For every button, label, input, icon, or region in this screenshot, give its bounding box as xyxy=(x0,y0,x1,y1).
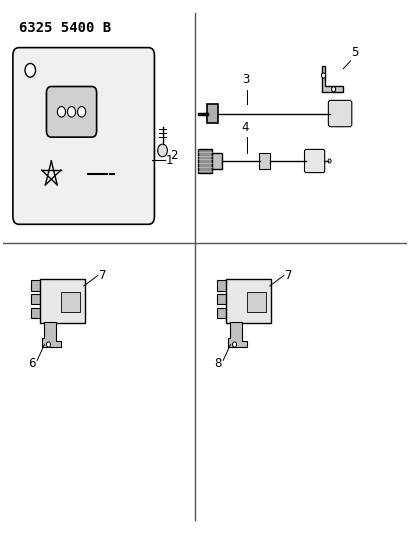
Polygon shape xyxy=(211,152,222,169)
FancyBboxPatch shape xyxy=(46,86,97,137)
Circle shape xyxy=(331,87,335,92)
Polygon shape xyxy=(207,104,218,123)
Text: 2: 2 xyxy=(169,149,177,162)
FancyBboxPatch shape xyxy=(217,280,227,291)
Polygon shape xyxy=(321,66,342,92)
FancyBboxPatch shape xyxy=(31,308,41,318)
Circle shape xyxy=(25,63,36,77)
FancyBboxPatch shape xyxy=(258,153,270,169)
Text: 5: 5 xyxy=(351,46,358,59)
FancyBboxPatch shape xyxy=(217,308,227,318)
Circle shape xyxy=(67,107,75,117)
FancyBboxPatch shape xyxy=(61,292,79,312)
FancyBboxPatch shape xyxy=(13,47,154,224)
Text: 8: 8 xyxy=(213,357,221,369)
FancyBboxPatch shape xyxy=(217,294,227,304)
FancyBboxPatch shape xyxy=(225,279,270,324)
Text: 7: 7 xyxy=(284,269,292,282)
FancyBboxPatch shape xyxy=(304,149,324,173)
Circle shape xyxy=(57,107,65,117)
FancyBboxPatch shape xyxy=(328,100,351,127)
Polygon shape xyxy=(227,322,247,347)
Text: 1: 1 xyxy=(165,154,173,167)
FancyBboxPatch shape xyxy=(40,279,85,324)
Text: 6325 5400 B: 6325 5400 B xyxy=(19,21,111,35)
Polygon shape xyxy=(198,149,211,173)
Circle shape xyxy=(77,107,85,117)
Circle shape xyxy=(232,342,236,347)
Circle shape xyxy=(157,144,167,157)
Polygon shape xyxy=(42,322,61,347)
FancyBboxPatch shape xyxy=(31,294,41,304)
Circle shape xyxy=(327,159,330,163)
Circle shape xyxy=(46,342,50,347)
Text: 3: 3 xyxy=(241,73,249,86)
Text: 4: 4 xyxy=(241,120,249,134)
Text: 6: 6 xyxy=(28,357,36,369)
FancyBboxPatch shape xyxy=(31,280,41,291)
Text: 7: 7 xyxy=(99,269,106,282)
FancyBboxPatch shape xyxy=(246,292,265,312)
Circle shape xyxy=(321,73,325,78)
